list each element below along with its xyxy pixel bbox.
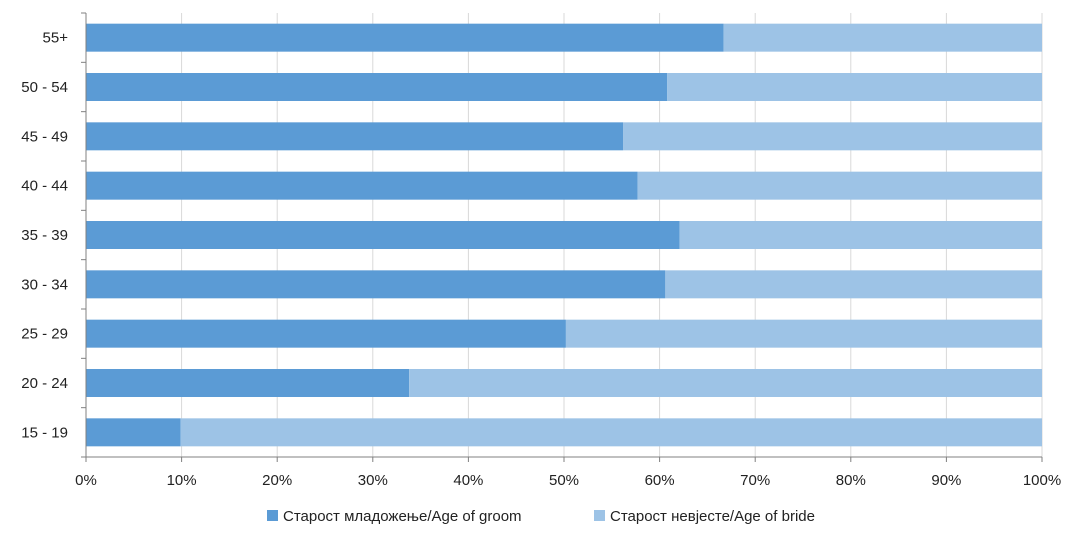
legend-label-groom: Старост младожење/Age of groom (283, 508, 522, 525)
x-tick-label-7: 70% (740, 472, 770, 489)
bar-groom-8 (86, 418, 181, 447)
category-label-5: 30 - 34 (21, 276, 68, 293)
category-label-2: 45 - 49 (21, 128, 68, 145)
category-label-0: 55+ (43, 30, 69, 47)
bar-groom-2 (86, 122, 624, 151)
category-label-3: 40 - 44 (21, 178, 68, 195)
x-tick-label-3: 30% (358, 472, 388, 489)
category-label-4: 35 - 39 (21, 227, 68, 244)
bar-bride-7 (409, 369, 1042, 397)
bar-bride-1 (667, 73, 1042, 101)
bar-groom-6 (86, 319, 566, 348)
category-label-6: 25 - 29 (21, 326, 68, 343)
legend-swatch-bride (594, 510, 605, 521)
bar-bride-8 (180, 418, 1043, 447)
bar-bride-3 (637, 171, 1042, 200)
x-tick-labels: 0% 10% 20% 30% 40% 50% 60% 70% 80% 90% 100% (75, 472, 1061, 489)
x-tick-label-4: 40% (453, 472, 483, 489)
x-tick-label-8: 80% (836, 472, 866, 489)
bar-groom-7 (86, 369, 410, 397)
x-tick-label-9: 90% (931, 472, 961, 489)
bar-groom-3 (86, 171, 638, 200)
bar-bride-4 (679, 221, 1042, 249)
x-tick-label-5: 50% (549, 472, 579, 489)
category-label-7: 20 - 24 (21, 375, 68, 392)
x-tick-label-6: 60% (645, 472, 675, 489)
x-tick-label-1: 10% (167, 472, 197, 489)
category-label-8: 15 - 19 (21, 424, 68, 441)
bar-groom-0 (86, 23, 724, 52)
x-tick-label-2: 20% (262, 472, 292, 489)
legend-label-bride: Старост невјесте/Age of bride (610, 508, 815, 525)
bar-groom-5 (86, 270, 666, 299)
bar-groom-1 (86, 73, 668, 101)
legend: Старост младожење/Age of groom Старост н… (267, 508, 815, 525)
bars (86, 23, 1043, 447)
category-label-1: 50 - 54 (21, 79, 68, 96)
bar-bride-0 (723, 23, 1042, 52)
legend-swatch-groom (267, 510, 278, 521)
bar-bride-2 (623, 122, 1042, 151)
category-labels: 55+ 50 - 54 45 - 49 40 - 44 35 - 39 30 - 34 25… (21, 30, 68, 442)
bar-bride-6 (565, 319, 1042, 348)
bar-bride-5 (665, 270, 1042, 299)
x-tick-label-10: 100% (1023, 472, 1061, 489)
bar-groom-4 (86, 221, 680, 249)
x-tick-label-0: 0% (75, 472, 97, 489)
axes (81, 12, 1043, 462)
